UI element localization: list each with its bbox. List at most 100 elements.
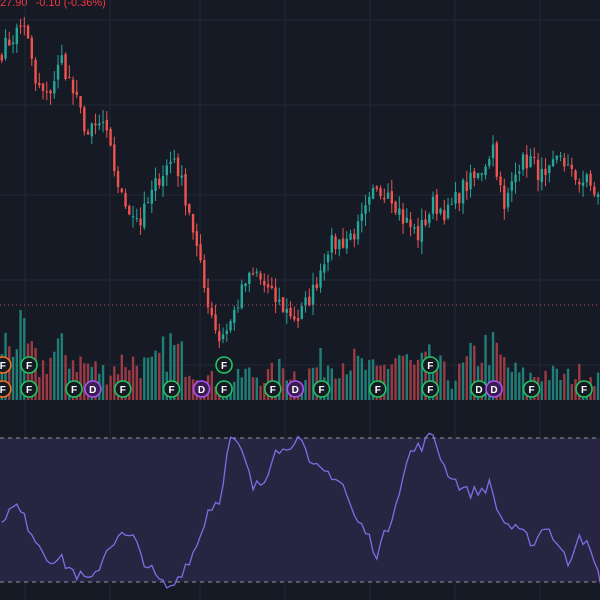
candle-body xyxy=(435,194,438,214)
volume-bar xyxy=(94,361,97,400)
candle xyxy=(503,178,506,220)
volume-bar xyxy=(120,354,123,400)
candle xyxy=(281,296,285,314)
volume-bar xyxy=(53,351,56,400)
volume-bar xyxy=(413,364,416,400)
candle-body xyxy=(176,157,180,177)
candle xyxy=(506,187,510,212)
candle xyxy=(266,274,270,294)
earnings-marker[interactable]: F xyxy=(312,380,331,398)
volume-bar xyxy=(409,359,412,400)
volume-bar xyxy=(544,370,547,400)
candle xyxy=(293,306,296,322)
candle-body xyxy=(555,155,558,160)
dividend-marker[interactable]: D xyxy=(286,380,305,398)
candle xyxy=(263,273,266,293)
candle xyxy=(499,171,502,193)
candles[interactable] xyxy=(0,16,600,348)
earnings-marker[interactable]: F xyxy=(0,380,12,398)
candle-body xyxy=(109,129,112,146)
earnings-marker[interactable]: F xyxy=(20,380,38,398)
candle xyxy=(581,170,585,197)
candle xyxy=(563,152,566,172)
candle xyxy=(323,253,326,281)
candle-body xyxy=(536,159,540,180)
candle xyxy=(495,140,498,181)
volume-bar xyxy=(424,351,427,400)
candle-body xyxy=(195,231,198,246)
candle xyxy=(8,31,11,46)
candle-body xyxy=(19,25,22,27)
candle-body xyxy=(11,42,15,45)
candle xyxy=(371,184,375,200)
volume-bar xyxy=(465,356,468,400)
candle xyxy=(394,200,397,215)
earnings-marker[interactable]: F xyxy=(0,356,12,374)
volume-bar xyxy=(154,350,157,400)
candle xyxy=(379,185,382,200)
candle xyxy=(311,272,315,316)
candle xyxy=(188,203,191,216)
candle-body xyxy=(431,196,435,214)
volume-bar xyxy=(263,382,266,400)
marker-circle xyxy=(192,380,211,398)
candle-body xyxy=(585,174,588,183)
earnings-marker[interactable]: F xyxy=(20,356,38,374)
candle xyxy=(484,163,487,180)
candle-body xyxy=(484,166,487,176)
dividend-marker[interactable]: D xyxy=(470,380,488,398)
earnings-marker[interactable]: F xyxy=(215,380,233,398)
candle-body xyxy=(105,119,108,131)
candle-body xyxy=(41,83,45,91)
volume-bar xyxy=(0,354,4,400)
earnings-marker[interactable]: F xyxy=(114,380,132,398)
candle xyxy=(86,128,90,135)
earnings-marker[interactable]: F xyxy=(263,380,282,398)
candle xyxy=(143,191,146,230)
volume-bar xyxy=(233,381,236,400)
earnings-marker[interactable]: F xyxy=(575,380,593,398)
candle xyxy=(236,299,240,313)
volume-bar xyxy=(161,336,165,400)
volume-bar xyxy=(356,355,360,400)
earnings-marker[interactable]: F xyxy=(421,356,440,374)
candle-body xyxy=(199,244,202,261)
candle-body xyxy=(83,107,86,132)
marker-label: D xyxy=(475,385,482,396)
candle xyxy=(544,158,547,187)
earnings-marker[interactable]: F xyxy=(421,380,440,398)
earnings-marker[interactable]: F xyxy=(368,380,387,398)
candle xyxy=(225,323,228,342)
volume-bar xyxy=(248,367,251,400)
candle-body xyxy=(45,91,48,93)
dividend-marker[interactable]: D xyxy=(485,380,503,398)
marker-circle xyxy=(0,380,12,398)
candle xyxy=(353,228,356,248)
dividend-marker[interactable]: D xyxy=(84,380,102,398)
candle-body xyxy=(131,216,135,218)
candle xyxy=(120,187,123,194)
candle xyxy=(461,178,465,214)
volume-bar xyxy=(454,380,457,400)
candle xyxy=(548,164,551,183)
candle-body xyxy=(349,233,352,240)
candle xyxy=(480,172,483,182)
earnings-marker[interactable]: F xyxy=(65,380,83,398)
candle-body xyxy=(476,172,480,179)
candle xyxy=(79,95,82,114)
price-readout: 27.90 -0.10 (-0.36%) xyxy=(0,0,114,9)
candle xyxy=(105,111,108,138)
candle xyxy=(439,207,442,216)
candle xyxy=(180,165,183,186)
candle-body xyxy=(506,192,510,208)
candle-body xyxy=(233,309,236,323)
candle xyxy=(566,154,570,166)
earnings-marker[interactable]: F xyxy=(522,380,541,398)
dividend-marker[interactable]: D xyxy=(192,380,211,398)
candle-body xyxy=(274,287,277,303)
earnings-marker[interactable]: F xyxy=(215,356,233,374)
earnings-marker[interactable]: F xyxy=(162,380,181,398)
